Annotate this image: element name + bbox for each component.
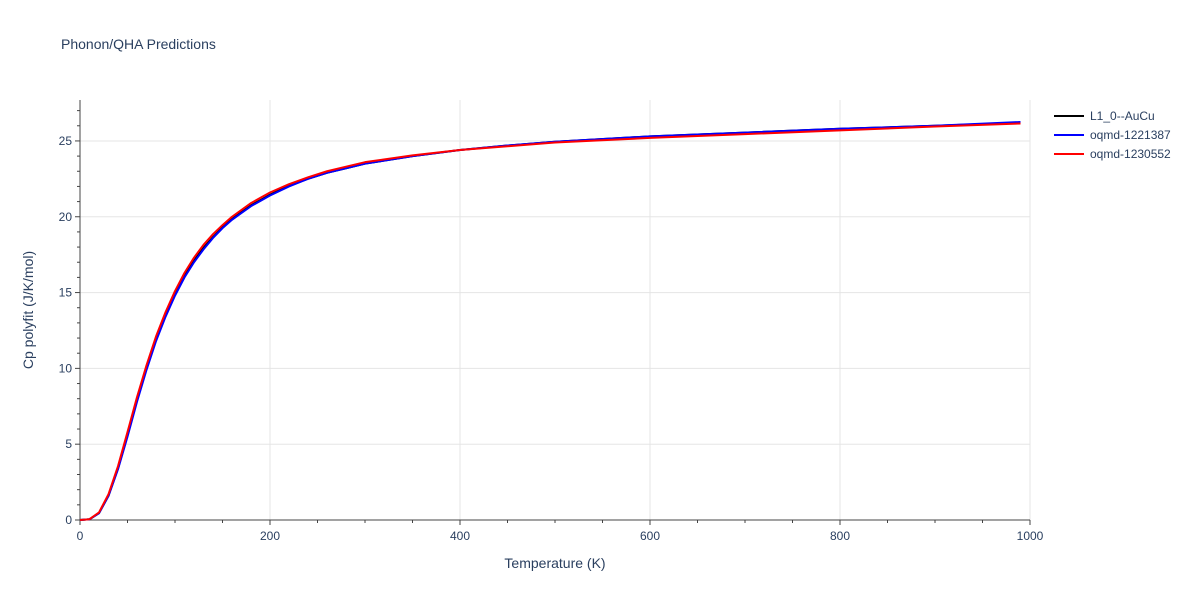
axes: [75, 100, 1031, 525]
x-tick-label: 0: [77, 529, 84, 543]
y-tick-label: 10: [59, 361, 73, 375]
x-tick-label: 600: [640, 529, 660, 543]
legend-item[interactable]: L1_0--AuCu: [1054, 106, 1171, 125]
chart-title: Phonon/QHA Predictions: [61, 36, 216, 52]
y-tick-label: 20: [59, 210, 73, 224]
y-tick-label: 5: [65, 437, 72, 451]
legend-label: L1_0--AuCu: [1090, 108, 1155, 123]
series-line-3: [79, 122, 1021, 521]
legend-swatch: [1054, 133, 1084, 136]
x-tick-label: 800: [830, 529, 850, 543]
grid-lines: [80, 100, 1031, 520]
legend-item[interactable]: oqmd-1230552: [1054, 144, 1171, 163]
x-minor-ticks: [77, 110, 983, 523]
series-line-1: [79, 121, 1021, 521]
series-line-2: [79, 120, 1021, 521]
y-tick-label: 25: [59, 134, 73, 148]
series-group: [79, 120, 1021, 521]
x-tick-label: 200: [260, 529, 280, 543]
tick-labels: 0 200 400 600 800 1000 0 5 10 15 20 25: [59, 134, 1044, 543]
x-tick-label: 1000: [1017, 529, 1044, 543]
y-tick-label: 0: [65, 513, 72, 527]
x-axis-title: Temperature (K): [504, 555, 605, 571]
x-tick-label: 400: [450, 529, 470, 543]
y-tick-label: 15: [59, 286, 73, 300]
y-axis-title: Cp polyfit (J/K/mol): [20, 251, 36, 369]
legend-label: oqmd-1221387: [1090, 127, 1171, 142]
legend-swatch: [1054, 152, 1084, 155]
legend: L1_0--AuCu oqmd-1221387 oqmd-1230552: [1054, 106, 1171, 163]
legend-item[interactable]: oqmd-1221387: [1054, 125, 1171, 144]
legend-label: oqmd-1230552: [1090, 146, 1171, 161]
legend-swatch: [1054, 114, 1084, 117]
